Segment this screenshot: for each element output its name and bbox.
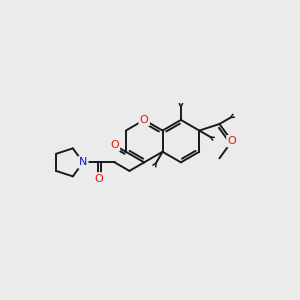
- Text: O: O: [94, 174, 103, 184]
- Text: N: N: [79, 158, 87, 167]
- Text: N: N: [79, 158, 87, 167]
- Text: O: O: [227, 136, 236, 146]
- Text: O: O: [110, 140, 119, 150]
- Text: O: O: [227, 136, 236, 146]
- Text: O: O: [140, 115, 148, 125]
- Text: O: O: [110, 140, 119, 150]
- Text: O: O: [94, 174, 103, 184]
- Text: O: O: [140, 115, 148, 125]
